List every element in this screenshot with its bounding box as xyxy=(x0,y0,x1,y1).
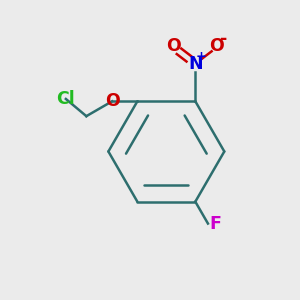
Text: +: + xyxy=(195,50,206,63)
Text: O: O xyxy=(166,37,181,55)
Text: F: F xyxy=(209,214,221,232)
Text: O: O xyxy=(210,37,224,55)
Text: -: - xyxy=(220,31,227,49)
Text: O: O xyxy=(105,92,119,110)
Text: N: N xyxy=(188,55,202,73)
Text: Cl: Cl xyxy=(56,90,75,108)
